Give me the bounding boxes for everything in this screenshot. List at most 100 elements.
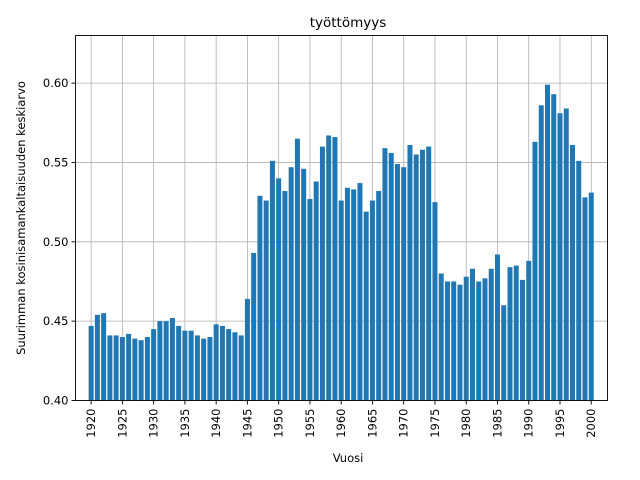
bar <box>182 330 188 401</box>
bar <box>363 211 369 401</box>
bar <box>119 337 125 401</box>
bar <box>526 260 532 401</box>
bar <box>232 332 238 401</box>
bar <box>538 105 544 401</box>
bar <box>313 181 319 401</box>
bar-series <box>88 84 594 401</box>
bar <box>294 138 300 401</box>
bar <box>357 183 363 401</box>
bar <box>188 330 194 401</box>
bar <box>226 329 232 401</box>
bar <box>201 338 207 401</box>
bar <box>301 168 307 401</box>
bar <box>238 335 244 401</box>
chart-title: työttömyys <box>310 15 387 31</box>
bar <box>394 164 400 401</box>
bar <box>582 197 588 401</box>
bar <box>382 148 388 401</box>
x-tick-label: 1975 <box>428 409 442 438</box>
y-tick-label: 0.55 <box>43 155 69 169</box>
bar <box>438 273 444 401</box>
bar <box>132 338 138 401</box>
bar <box>494 254 500 401</box>
x-tick-label: 1990 <box>522 409 536 438</box>
bar <box>501 305 507 401</box>
bar <box>444 281 450 401</box>
x-axis-label: Vuosi <box>333 451 364 465</box>
bar <box>469 268 475 401</box>
bar <box>169 317 175 401</box>
bar <box>326 135 332 401</box>
bar <box>107 335 113 401</box>
bar <box>319 146 325 401</box>
bar <box>163 321 169 401</box>
bar <box>551 94 557 401</box>
x-tick-label: 1955 <box>303 409 317 438</box>
bar <box>288 167 294 401</box>
x-tick-label: 1995 <box>553 409 567 438</box>
bar <box>376 191 382 401</box>
x-tick-label: 1930 <box>147 409 161 438</box>
x-tick-label: 1965 <box>365 409 379 438</box>
x-tick-label: 1920 <box>84 409 98 438</box>
x-tick-label: 1980 <box>459 409 473 438</box>
bar <box>269 160 275 401</box>
bar <box>207 337 213 401</box>
bar <box>413 154 419 401</box>
bar <box>513 265 519 401</box>
bar <box>213 324 219 401</box>
x-tick-label: 1935 <box>178 409 192 438</box>
x-tick-label: 1950 <box>272 409 286 438</box>
bar <box>144 337 150 401</box>
bar <box>251 252 257 401</box>
bar <box>588 192 594 401</box>
bar <box>344 187 350 401</box>
bar <box>263 200 269 401</box>
bar <box>138 340 144 401</box>
bar <box>476 281 482 401</box>
x-tick-label: 1940 <box>209 409 223 438</box>
x-tick-label: 1970 <box>397 409 411 438</box>
bar <box>544 84 550 401</box>
x-tick-label: 1960 <box>334 409 348 438</box>
x-tick-label: 1945 <box>240 409 254 438</box>
bar <box>194 335 200 401</box>
bar <box>282 191 288 401</box>
y-tick-label: 0.40 <box>43 394 69 408</box>
bar <box>101 313 107 401</box>
bar <box>113 335 119 401</box>
bar <box>557 113 563 401</box>
bar <box>338 200 344 401</box>
bar <box>451 281 457 401</box>
axis-ticks: 1920 1925 1930 1935 1940 1945 1950 1955 1960 1965… <box>43 76 598 438</box>
bar <box>351 189 357 401</box>
bar <box>457 284 463 401</box>
bar <box>151 329 157 401</box>
bar <box>419 149 425 401</box>
bar <box>244 298 250 401</box>
bar <box>482 278 488 401</box>
x-tick-label: 2000 <box>584 409 598 438</box>
y-tick-label: 0.50 <box>43 235 69 249</box>
bar <box>157 321 163 401</box>
bar <box>388 152 394 401</box>
bar <box>332 137 338 401</box>
bar <box>426 146 432 401</box>
y-axis-label: Suurimman kosinisamankaltaisuuden keskia… <box>14 81 28 355</box>
bar <box>276 178 282 401</box>
y-tick-label: 0.60 <box>43 76 69 90</box>
bar <box>219 325 225 401</box>
bar <box>407 145 413 401</box>
bar <box>369 200 375 401</box>
bar <box>488 268 494 401</box>
bar <box>257 195 263 401</box>
bar <box>507 267 513 401</box>
bar <box>94 314 100 401</box>
bar <box>576 160 582 401</box>
bar <box>307 198 313 401</box>
bar <box>432 202 438 401</box>
bar <box>463 276 469 401</box>
bar <box>88 325 94 401</box>
